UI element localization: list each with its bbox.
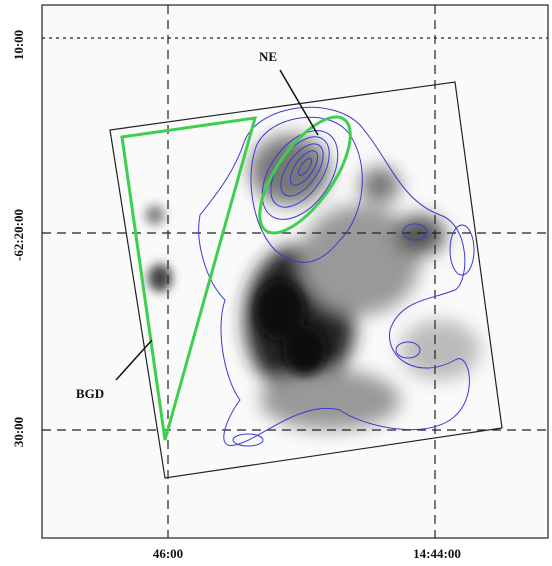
annotation: BGD [76,386,104,401]
x-tick-label: 14:44:00 [413,546,461,561]
page: NE BGD 10:00 -62:20:00 30:00 46:00 14:44… [0,0,552,566]
blob [145,205,165,225]
sky-figure: NE BGD 10:00 -62:20:00 30:00 46:00 14:44… [0,0,552,566]
y-tick-label: 30:00 [11,417,26,447]
blob [283,325,327,375]
blob [360,167,400,203]
y-tick-label: -62:20:00 [11,209,26,261]
annotation: NE [259,49,277,64]
y-tick-label: 10:00 [11,30,26,60]
blob [260,370,400,430]
x-tick-label: 46:00 [153,546,183,561]
blob [395,215,445,255]
